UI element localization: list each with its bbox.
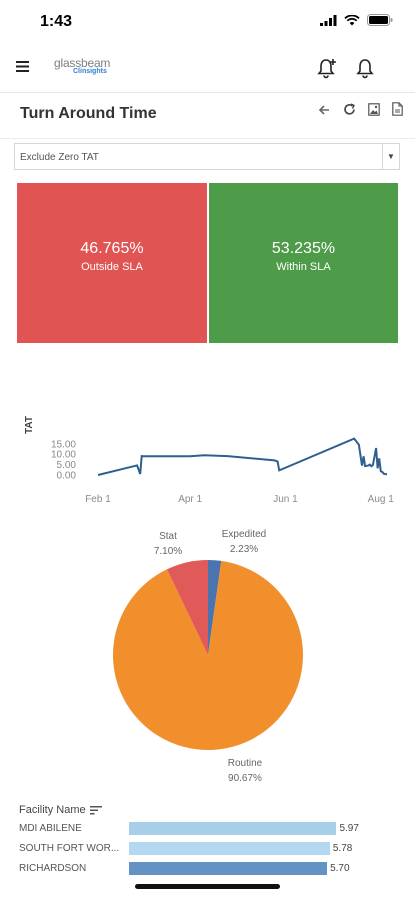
facility-value: 5.78 [332,843,353,854]
add-alert-icon[interactable] [316,57,338,79]
page-header [0,92,415,139]
within-sla-tile[interactable]: 53.235% Within SLA [209,183,398,343]
y-tick-label: 0.00 [57,471,77,482]
pdf-export-icon[interactable] [392,102,403,116]
battery-icon [367,14,393,26]
zero-tat-filter-dropdown[interactable]: Exclude Zero TAT ▼ [14,143,400,170]
pie-slice-expedited[interactable] [208,560,222,655]
y-tick-label: 10.00 [51,450,76,461]
logo: glassbeam [54,56,111,70]
pie-label-expedited-name: Expedited [222,529,266,540]
facility-name-label: Facility Name [19,804,86,816]
wifi-icon [344,14,360,25]
facility-row[interactable]: RICHARDSON 5.70 [19,861,399,877]
within-sla-value: 53.235% [271,240,336,257]
facility-bar [129,862,328,875]
facility-row[interactable]: SOUTH FORT WOR... 5.78 [19,841,399,857]
page-title: Turn Around Time [20,105,157,122]
x-tick-label: Aug 1 [368,494,395,505]
facility-row[interactable]: MDI ABILENE 5.97 [19,821,399,837]
outside-sla-label: Outside SLA [81,261,143,273]
pie-label-routine-value: 90.67% [228,773,262,784]
tat-series-line [97,437,388,476]
y-tick-label: 5.00 [57,460,77,471]
facility-name: RICHARDSON [19,863,87,874]
pie-label-stat-value: 7.10% [154,546,182,557]
outside-sla-tile[interactable]: 46.765% Outside SLA [17,183,207,343]
chevron-down-icon[interactable]: ▼ [382,144,399,169]
menu-icon[interactable] [16,61,29,72]
pie-label-stat-name: Stat [159,531,177,542]
outside-sla-value: 46.765% [80,240,144,257]
filter-selected-value: Exclude Zero TAT [20,152,99,163]
priority-pie-chart[interactable]: Stat 7.10% Expedited 2.23% Routine 90.67… [0,520,415,790]
image-export-icon[interactable] [368,103,380,116]
facility-name: MDI ABILENE [19,823,82,834]
x-tick-label: Feb 1 [85,494,111,505]
sort-icon[interactable] [89,805,102,815]
facility-name: SOUTH FORT WOR... [19,843,120,854]
facility-bar [129,842,330,855]
facility-value: 5.70 [330,863,350,874]
pie-label-routine-name: Routine [228,758,263,769]
status-bar: 1:43 [0,0,415,44]
within-sla-label: Within SLA [276,261,331,273]
signal-icon [320,14,337,26]
x-tick-label: Jun 1 [273,494,298,505]
home-indicator [135,884,280,889]
back-arrow-icon[interactable] [318,104,330,116]
app-bar [0,44,415,93]
notifications-icon[interactable] [355,57,375,79]
y-axis-label: TAT [24,416,35,434]
logo-subtitle: Clinsights [73,68,107,75]
x-tick-label: Apr 1 [178,494,202,505]
status-time: 1:43 [40,13,73,30]
facility-bar [129,822,337,835]
status-icons [320,14,393,26]
pie-slice-stat[interactable] [167,560,208,655]
facility-name-header[interactable]: Facility Name [19,804,102,816]
y-tick-label: 15.00 [51,439,76,450]
pie-label-expedited-value: 2.23% [230,544,258,555]
pie-slice-routine[interactable] [113,560,303,750]
facility-value: 5.97 [339,823,359,834]
refresh-icon[interactable] [343,103,356,116]
